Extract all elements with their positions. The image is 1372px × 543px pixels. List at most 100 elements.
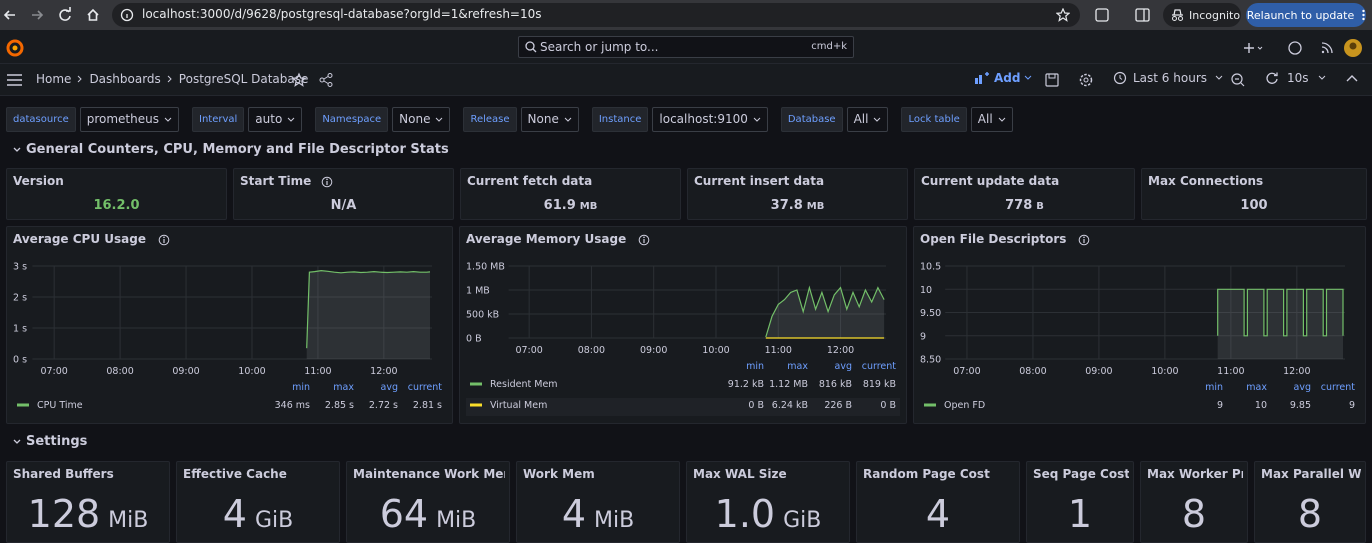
legend-header: current <box>408 382 443 393</box>
x-tick-label: 08:00 <box>578 345 605 356</box>
breadcrumb[interactable]: PostgreSQL Database <box>178 72 309 86</box>
stat-panel: Maintenance Work Mem 64 MiB <box>346 461 510 543</box>
x-tick-label: 10:00 <box>702 345 729 356</box>
relaunch-button[interactable]: Relaunch to update <box>1246 3 1366 27</box>
incognito-badge[interactable]: Incognito <box>1163 3 1241 27</box>
variable-select[interactable]: All <box>970 107 1013 132</box>
legend-value: 2.85 s <box>325 400 354 411</box>
bookmark-star[interactable] <box>1056 8 1070 22</box>
grafana-logo[interactable] <box>5 38 25 58</box>
zoom-out-icon[interactable] <box>1230 72 1250 88</box>
crumb-separator <box>167 75 172 83</box>
save-settings-icons[interactable] <box>1045 72 1095 88</box>
x-tick-label: 12:00 <box>1283 366 1310 377</box>
chevron-path <box>998 117 1006 122</box>
unit: MB <box>806 201 825 212</box>
legend-header: max <box>787 361 808 372</box>
series-area <box>306 270 431 359</box>
row-title: Settings <box>26 434 88 449</box>
chevron <box>167 75 172 83</box>
row-header[interactable]: Settings <box>12 434 87 449</box>
variable-value: auto <box>255 112 283 126</box>
series-line <box>1217 288 1344 337</box>
panel-title: Shared Buffers <box>13 467 114 481</box>
time-picker[interactable]: Last 6 hours <box>1113 71 1225 85</box>
refresh-picker[interactable]: 10s <box>1265 71 1327 85</box>
variable: Release None <box>463 107 579 132</box>
stat-panel: Max Connections 100 <box>1141 168 1367 220</box>
panel-title: Current update data <box>921 174 1060 188</box>
stat-value: 37.8 MB <box>688 198 907 213</box>
legend-header: current <box>862 361 897 372</box>
browser-icons[interactable] <box>1094 7 1154 23</box>
info-icon <box>1079 234 1090 246</box>
x-tick-label: 10:00 <box>238 366 265 377</box>
browser-bar: localhost:3000/d/9628/postgresql-databas… <box>0 0 1372 30</box>
breadcrumb-bar: Home Dashboards PostgreSQL Database Add La… <box>0 64 1372 96</box>
legend-value: 6.24 kB <box>772 400 808 411</box>
variable-select[interactable]: None <box>520 107 579 132</box>
stat-panel: Work Mem 4 MiB <box>516 461 680 543</box>
stat-value: N/A <box>234 198 453 213</box>
dashboard-actions[interactable] <box>290 72 336 88</box>
value: 61.9 <box>543 198 576 213</box>
variable-select[interactable]: prometheus <box>79 107 179 132</box>
search-box[interactable]: Search or jump to... cmd+k <box>518 36 854 58</box>
stat-value: 4 MiB <box>517 492 679 542</box>
refresh-interval: 10s <box>1287 71 1309 85</box>
variable: Database All <box>780 107 889 132</box>
variable-select[interactable]: localhost:9100 <box>652 107 768 132</box>
breadcrumb[interactable]: Dashboards <box>89 72 161 86</box>
variable-select[interactable]: All <box>846 107 889 132</box>
chevron <box>753 117 761 122</box>
url-text: localhost:3000/d/9628/postgresql-databas… <box>142 7 542 21</box>
breadcrumb[interactable]: Home <box>36 72 72 86</box>
graph: 0 B 500 kB 1 MB 1.50 MB 07:00 08:00 09:00 10:00… <box>466 262 900 416</box>
stat-panel: Current fetch data 61.9 MB <box>460 168 681 220</box>
collapse-icon[interactable] <box>1345 74 1359 84</box>
y-tick-label: 9.50 <box>920 308 941 319</box>
variable-label: Lock table <box>901 107 967 132</box>
y-tick-label: 10 <box>920 285 932 296</box>
incognito-icon <box>1172 9 1183 21</box>
variable-value: None <box>527 112 559 126</box>
legend-value: 0 B <box>880 400 896 411</box>
chevron <box>1318 75 1325 80</box>
crumb-separator <box>78 75 83 83</box>
variable-select[interactable]: auto <box>248 107 303 132</box>
y-tick-label: 10.5 <box>920 262 941 273</box>
x-tick-label: 10:00 <box>1151 366 1178 377</box>
legend-header: min <box>292 382 310 393</box>
value: 4 <box>561 492 586 536</box>
unit: MiB <box>436 508 477 533</box>
site-info-icon[interactable] <box>120 8 134 22</box>
stat-value: 4 GiB <box>177 492 339 542</box>
nav-icons[interactable] <box>0 0 110 30</box>
url-bar[interactable]: localhost:3000/d/9628/postgresql-databas… <box>112 3 1080 27</box>
series-area <box>765 287 885 338</box>
legend-header: min <box>1205 382 1223 393</box>
variable-select[interactable]: None <box>392 107 451 132</box>
add-button[interactable]: Add <box>974 71 1032 85</box>
legend-name: Open FD <box>944 400 985 411</box>
y-tick-label: 1 MB <box>466 286 490 297</box>
variable: Interval auto <box>192 107 303 132</box>
variable-value: None <box>399 112 431 126</box>
x-tick-label: 07:00 <box>40 366 67 377</box>
stat-panel: Current update data 778 B <box>914 168 1135 220</box>
chevron <box>436 117 443 122</box>
variable-label: Database <box>780 107 843 132</box>
add-icon <box>975 72 989 84</box>
variables: datasource prometheus Interval auto Namespac… <box>6 107 1013 132</box>
legend-value: 91.2 kB <box>728 379 764 390</box>
info-icon <box>321 176 333 188</box>
y-tick-label: 8.50 <box>920 355 941 366</box>
legend-value: 2.81 s <box>413 400 442 411</box>
unit: MB <box>579 201 598 212</box>
variable-label: Namespace <box>315 107 389 132</box>
top-icons[interactable] <box>1240 38 1368 58</box>
menu-icon[interactable] <box>6 73 24 87</box>
row-header[interactable]: General Counters, CPU, Memory and File D… <box>12 142 449 157</box>
